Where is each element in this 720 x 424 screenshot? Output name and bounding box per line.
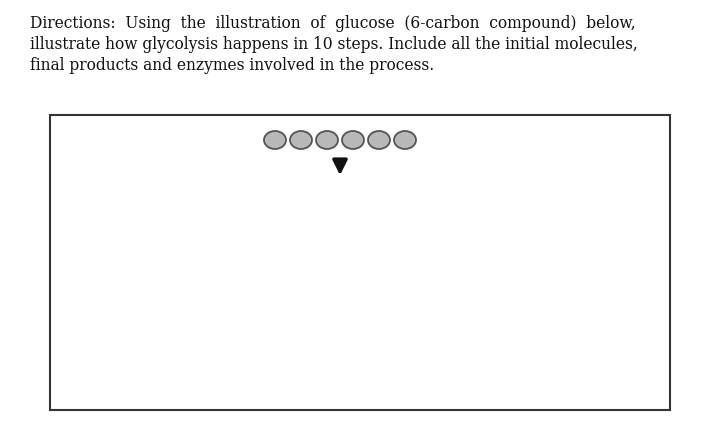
Text: final products and enzymes involved in the process.: final products and enzymes involved in t… xyxy=(30,57,434,74)
Ellipse shape xyxy=(394,131,416,149)
Text: illustrate how glycolysis happens in 10 steps. Include all the initial molecules: illustrate how glycolysis happens in 10 … xyxy=(30,36,638,53)
Ellipse shape xyxy=(264,131,286,149)
Text: Directions:  Using  the  illustration  of  glucose  (6-carbon  compound)  below,: Directions: Using the illustration of gl… xyxy=(30,15,636,32)
Ellipse shape xyxy=(342,131,364,149)
Bar xyxy=(50,115,670,410)
Ellipse shape xyxy=(316,131,338,149)
Ellipse shape xyxy=(368,131,390,149)
Ellipse shape xyxy=(290,131,312,149)
